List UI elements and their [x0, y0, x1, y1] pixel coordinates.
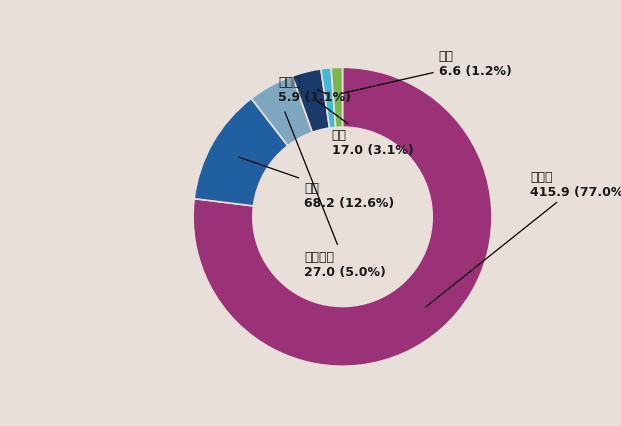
Text: 원자력
415.9 (77.0%): 원자력 415.9 (77.0%)	[426, 170, 621, 307]
Text: 기타
6.6 (1.2%): 기타 6.6 (1.2%)	[340, 50, 512, 95]
Wedge shape	[321, 69, 336, 129]
Wedge shape	[252, 77, 312, 147]
Text: 풍력
17.0 (3.1%): 풍력 17.0 (3.1%)	[315, 100, 414, 157]
Wedge shape	[292, 70, 330, 133]
Text: 태양광
5.9 (1.1%): 태양광 5.9 (1.1%)	[278, 75, 351, 104]
Wedge shape	[193, 68, 492, 366]
Wedge shape	[194, 99, 288, 207]
Text: 수력
68.2 (12.6%): 수력 68.2 (12.6%)	[238, 158, 394, 210]
Wedge shape	[331, 68, 343, 128]
Text: 화석연료
27.0 (5.0%): 화석연료 27.0 (5.0%)	[285, 112, 386, 278]
